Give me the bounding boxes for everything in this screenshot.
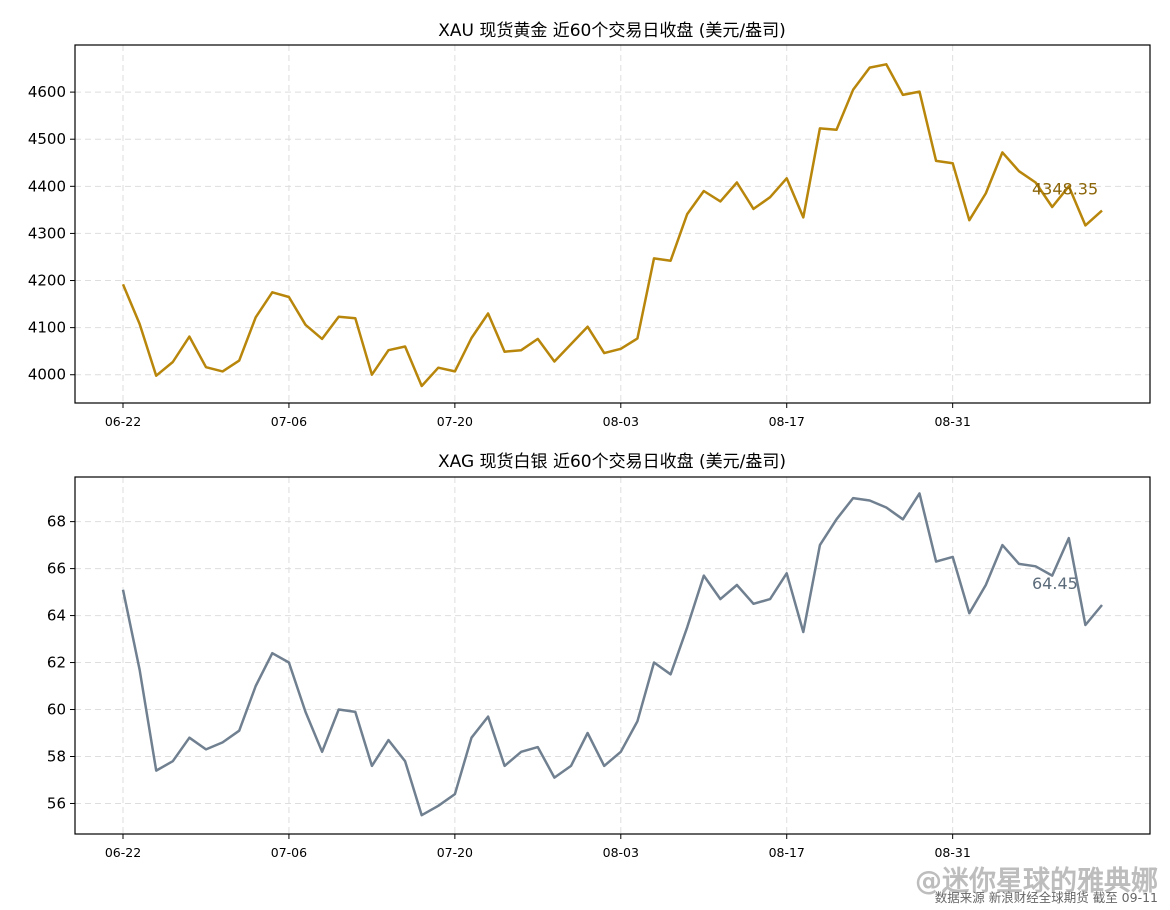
gold-x-axis: 06-22 07-06 07-20 08-03 08-17 08-31: [105, 403, 971, 429]
silver-y-tick-label: 56: [47, 794, 66, 812]
gold-x-tick-label: 06-22: [105, 414, 141, 429]
gold-x-tick-label: 08-17: [769, 414, 805, 429]
gold-chart-panel: XAU 现货黄金 近60个交易日收盘 (美元/盎司) 4000410042004…: [28, 21, 1151, 429]
gold-plot-frame: [74, 44, 1151, 404]
gold-y-tick-label: 4300: [28, 224, 66, 242]
silver-y-tick-label: 68: [47, 513, 66, 531]
silver-x-tick-label: 08-17: [769, 845, 805, 860]
gold-x-tick-label: 08-31: [934, 414, 970, 429]
silver-y-tick-label: 58: [47, 747, 66, 765]
gold-y-tick-label: 4500: [28, 130, 66, 148]
gold-chart-title: XAU 现货黄金 近60个交易日收盘 (美元/盎司): [438, 21, 786, 41]
silver-line-series: [121, 492, 1103, 817]
silver-x-tick-label: 08-31: [934, 845, 970, 860]
data-source-footer: 数据来源 新浪财经全球期货 截至 09-11: [935, 890, 1158, 905]
gold-y-tick-label: 4400: [28, 177, 66, 195]
silver-x-axis: 06-22 07-06 07-20 08-03 08-17 08-31: [105, 834, 971, 860]
gold-y-tick-label: 4000: [28, 366, 66, 384]
gold-last-value-label: 4348.35: [1032, 180, 1098, 199]
silver-plot-frame: [74, 476, 1151, 835]
gold-line-series: [121, 63, 1103, 388]
watermark-text: @迷你星球的雅典娜: [915, 865, 1158, 897]
silver-y-tick-label: 62: [47, 654, 66, 672]
gold-y-tick-label: 4100: [28, 319, 66, 337]
silver-x-tick-label: 07-06: [271, 845, 307, 860]
gold-grid: [75, 45, 1150, 403]
silver-x-tick-label: 07-20: [437, 845, 473, 860]
silver-chart-panel: XAG 现货白银 近60个交易日收盘 (美元/盎司) 56 58 60 62 64 66 6…: [47, 452, 1151, 860]
silver-y-tick-label: 66: [47, 560, 66, 578]
silver-price-line: [121, 492, 1103, 817]
gold-x-tick-label: 07-06: [271, 414, 307, 429]
silver-last-value-label: 64.45: [1032, 574, 1078, 593]
silver-chart-title: XAG 现货白银 近60个交易日收盘 (美元/盎司): [438, 452, 786, 472]
gold-price-line: [121, 63, 1103, 388]
silver-y-axis: 56 58 60 62 64 66 68: [47, 513, 75, 812]
gold-y-axis: 4000 4100 4200 4300 4400 4500 4600: [28, 83, 75, 384]
gold-x-tick-label: 07-20: [437, 414, 473, 429]
gold-y-tick-label: 4200: [28, 272, 66, 290]
silver-y-tick-label: 64: [47, 607, 66, 625]
silver-y-tick-label: 60: [47, 701, 66, 719]
gold-y-tick-label: 4600: [28, 83, 66, 101]
gold-x-tick-label: 08-03: [603, 414, 639, 429]
silver-grid: [75, 477, 1150, 834]
silver-x-tick-label: 08-03: [603, 845, 639, 860]
silver-x-tick-label: 06-22: [105, 845, 141, 860]
